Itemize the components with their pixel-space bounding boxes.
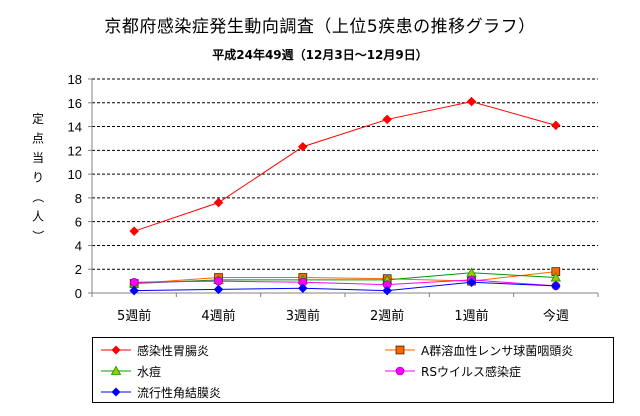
legend-label: RSウイルス感染症 bbox=[421, 364, 521, 379]
y-axis-label-char: 定 bbox=[32, 111, 44, 126]
y-axis-label-char: （ bbox=[31, 191, 45, 203]
y-tick-label: 18 bbox=[68, 72, 82, 87]
data-point bbox=[129, 277, 139, 287]
chart-subtitle: 平成24年49週（12月3日～12月9日） bbox=[212, 48, 428, 62]
data-point bbox=[214, 276, 223, 286]
chart-title: 京都府感染症発生動向調査（上位5疾患の推移グラフ） bbox=[104, 17, 536, 37]
legend-swatch bbox=[101, 387, 131, 397]
x-tick-label: 2週前 bbox=[370, 308, 404, 324]
series-line bbox=[134, 101, 556, 232]
y-tick-label: 6 bbox=[75, 215, 82, 230]
data-point bbox=[213, 284, 224, 295]
y-tick-label: 16 bbox=[68, 96, 82, 111]
y-tick-label: 10 bbox=[68, 167, 82, 182]
x-tick-label: 3週前 bbox=[286, 308, 320, 324]
data-point bbox=[382, 114, 393, 125]
y-tick-label: 4 bbox=[75, 238, 82, 253]
legend-item: 感染性胃腸炎 bbox=[101, 340, 209, 360]
legend-item: A群溶血性レンサ球菌咽頭炎 bbox=[385, 340, 573, 360]
legend-label: A群溶血性レンサ球菌咽頭炎 bbox=[421, 343, 574, 358]
y-axis-label-char: 点 bbox=[32, 132, 44, 146]
legend-label: 感染性胃腸炎 bbox=[137, 343, 210, 358]
y-tick-label: 12 bbox=[68, 143, 82, 158]
data-point bbox=[466, 277, 477, 288]
legend-item: 水痘 bbox=[101, 361, 161, 381]
legend-label: 流行性角結膜炎 bbox=[137, 385, 222, 400]
data-point bbox=[297, 283, 308, 294]
data-point bbox=[213, 197, 224, 208]
y-tick-label: 2 bbox=[75, 262, 82, 277]
series-line bbox=[134, 279, 556, 287]
data-point bbox=[297, 141, 308, 152]
y-axis-label-char: 当 bbox=[32, 151, 44, 165]
y-tick-label: 8 bbox=[75, 191, 82, 206]
y-axis-label-char: ） bbox=[31, 230, 45, 242]
x-tick-label: 今週 bbox=[543, 308, 569, 324]
y-axis-label-char: 人 bbox=[32, 210, 44, 224]
data-point bbox=[129, 285, 140, 296]
data-point bbox=[550, 281, 561, 291]
legend-swatch bbox=[101, 345, 131, 355]
legend-swatch bbox=[101, 365, 131, 375]
y-tick-label: 0 bbox=[75, 286, 82, 301]
legend-item: RSウイルス感染症 bbox=[385, 361, 521, 381]
y-tick-label: 14 bbox=[68, 120, 82, 135]
data-point bbox=[550, 120, 561, 131]
legend-swatch bbox=[385, 366, 415, 376]
data-point bbox=[382, 285, 393, 296]
chart-legend: 感染性胃腸炎 A群溶血性レンサ球菌咽頭炎水痘 RSウイルス感染症流行性角結膜炎 bbox=[92, 337, 614, 403]
data-point bbox=[129, 226, 140, 237]
data-point bbox=[466, 96, 477, 107]
legend-swatch bbox=[385, 345, 415, 355]
x-tick-label: 1週前 bbox=[454, 308, 488, 324]
x-tick-label: 4週前 bbox=[201, 308, 235, 324]
series-line bbox=[134, 272, 556, 284]
legend-item: 流行性角結膜炎 bbox=[101, 382, 221, 402]
x-tick-label: 5週前 bbox=[117, 308, 151, 324]
series-line bbox=[134, 281, 556, 292]
y-axis-label-char: り bbox=[32, 171, 44, 185]
series-line bbox=[134, 271, 556, 284]
legend-label: 水痘 bbox=[137, 364, 162, 379]
